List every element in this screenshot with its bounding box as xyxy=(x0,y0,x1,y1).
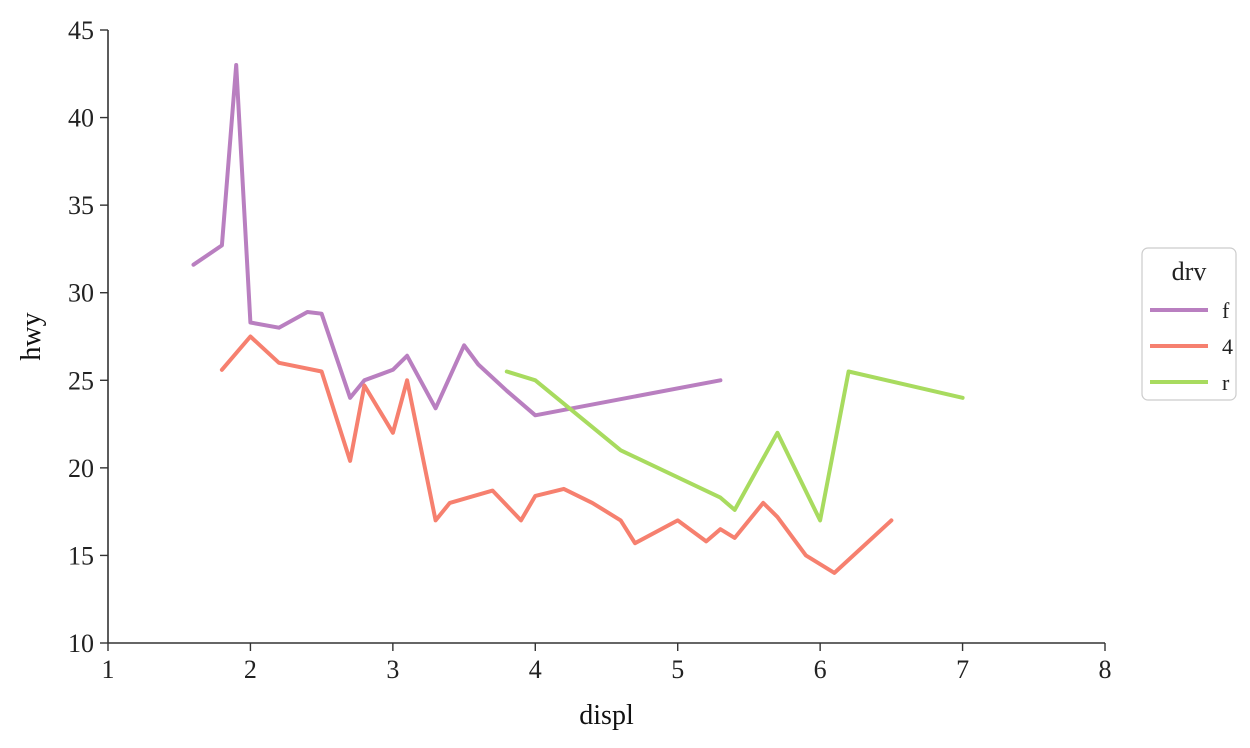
x-tick-label: 1 xyxy=(102,655,115,684)
legend-frame xyxy=(1141,247,1237,401)
x-tick-label: 6 xyxy=(814,655,827,684)
x-tick-label: 2 xyxy=(244,655,257,684)
x-tick-label: 8 xyxy=(1099,655,1112,684)
series-line-f xyxy=(191,63,723,418)
x-tick-label: 4 xyxy=(529,655,542,684)
y-tick-label: 10 xyxy=(68,629,94,658)
y-axis-title: hwy xyxy=(16,312,47,360)
series-line-4 xyxy=(219,334,894,575)
y-tick-label: 30 xyxy=(68,279,94,308)
x-tick-label: 7 xyxy=(956,655,969,684)
legend-label-f: f xyxy=(1222,298,1230,323)
x-tick-label: 5 xyxy=(671,655,684,684)
y-tick-label: 15 xyxy=(68,541,94,570)
legend-label-4: 4 xyxy=(1222,334,1233,359)
legend-title: drv xyxy=(1172,257,1207,286)
plot-area xyxy=(191,63,965,575)
legend-label-r: r xyxy=(1222,370,1230,395)
y-tick-label: 20 xyxy=(68,454,94,483)
x-axis-title: displ xyxy=(579,700,634,731)
y-tick-label: 40 xyxy=(68,104,94,133)
series-line-r xyxy=(504,369,965,523)
y-tick-label: 25 xyxy=(68,366,94,395)
y-tick-label: 45 xyxy=(68,16,94,45)
x-tick-label: 3 xyxy=(386,655,399,684)
y-tick-label: 35 xyxy=(68,191,94,220)
legend: drv f 4 r xyxy=(1141,247,1237,401)
